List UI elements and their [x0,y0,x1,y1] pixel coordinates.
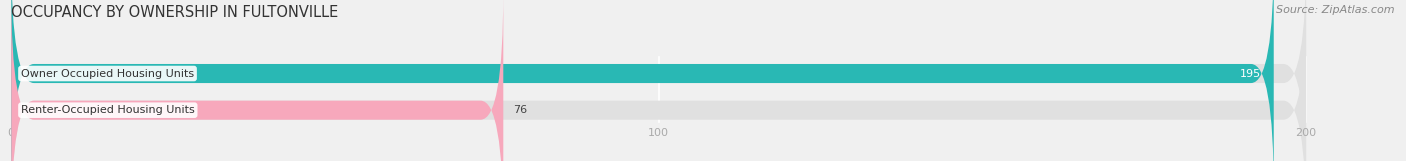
Text: Source: ZipAtlas.com: Source: ZipAtlas.com [1277,5,1395,15]
FancyBboxPatch shape [11,0,1306,161]
FancyBboxPatch shape [11,0,1274,161]
FancyBboxPatch shape [11,0,503,161]
Text: 76: 76 [513,105,527,115]
Text: 195: 195 [1240,69,1261,79]
Text: Renter-Occupied Housing Units: Renter-Occupied Housing Units [21,105,194,115]
Text: Owner Occupied Housing Units: Owner Occupied Housing Units [21,69,194,79]
Text: OCCUPANCY BY OWNERSHIP IN FULTONVILLE: OCCUPANCY BY OWNERSHIP IN FULTONVILLE [11,5,339,20]
FancyBboxPatch shape [11,0,1306,161]
